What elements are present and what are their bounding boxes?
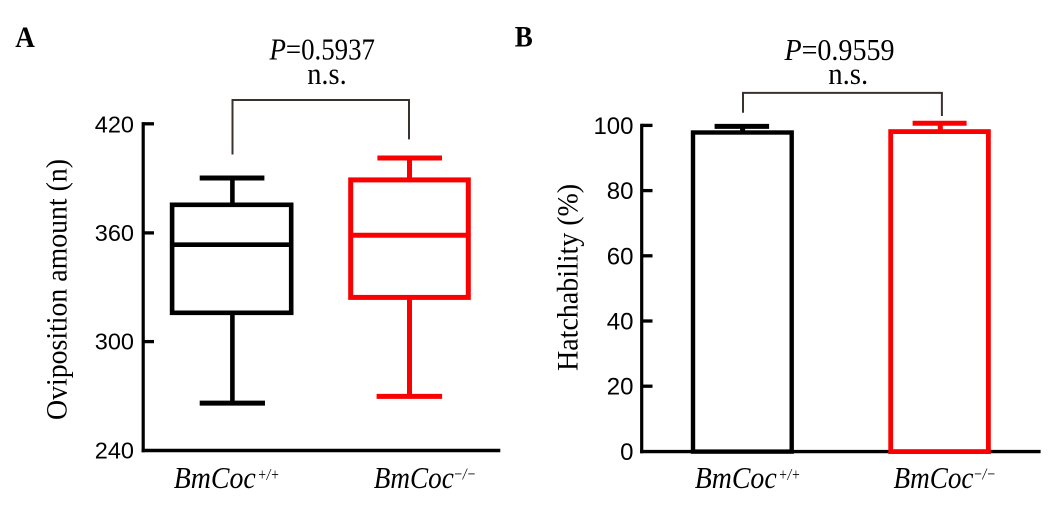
svg-text:n.s.: n.s. <box>307 56 347 91</box>
svg-text:60: 60 <box>607 243 634 270</box>
svg-text:−/−: −/− <box>973 464 996 483</box>
svg-text:40: 40 <box>607 309 634 336</box>
svg-text:BmCoc: BmCoc <box>695 460 777 495</box>
svg-text:n.s.: n.s. <box>828 56 868 91</box>
svg-text:P=0.9559: P=0.9559 <box>784 32 895 67</box>
svg-text:360: 360 <box>95 220 134 246</box>
svg-text:BmCoc: BmCoc <box>174 460 256 495</box>
svg-text:B: B <box>515 21 533 54</box>
svg-text:240: 240 <box>95 437 134 463</box>
svg-text:+/+: +/+ <box>258 465 280 484</box>
svg-text:300: 300 <box>95 329 134 355</box>
svg-text:80: 80 <box>607 178 634 205</box>
svg-text:420: 420 <box>95 111 134 137</box>
svg-text:0: 0 <box>620 439 633 466</box>
svg-text:100: 100 <box>593 113 633 140</box>
svg-text:−/−: −/− <box>453 464 476 483</box>
svg-text:Oviposition amount (n): Oviposition amount (n) <box>40 159 73 420</box>
svg-text:Hatchability (%): Hatchability (%) <box>552 184 585 371</box>
svg-text:BmCoc: BmCoc <box>894 460 974 495</box>
svg-text:20: 20 <box>607 374 634 401</box>
svg-text:A: A <box>15 21 35 54</box>
svg-text:P=0.5937: P=0.5937 <box>269 32 375 67</box>
svg-text:BmCoc: BmCoc <box>374 460 454 495</box>
svg-text:+/+: +/+ <box>778 465 800 484</box>
